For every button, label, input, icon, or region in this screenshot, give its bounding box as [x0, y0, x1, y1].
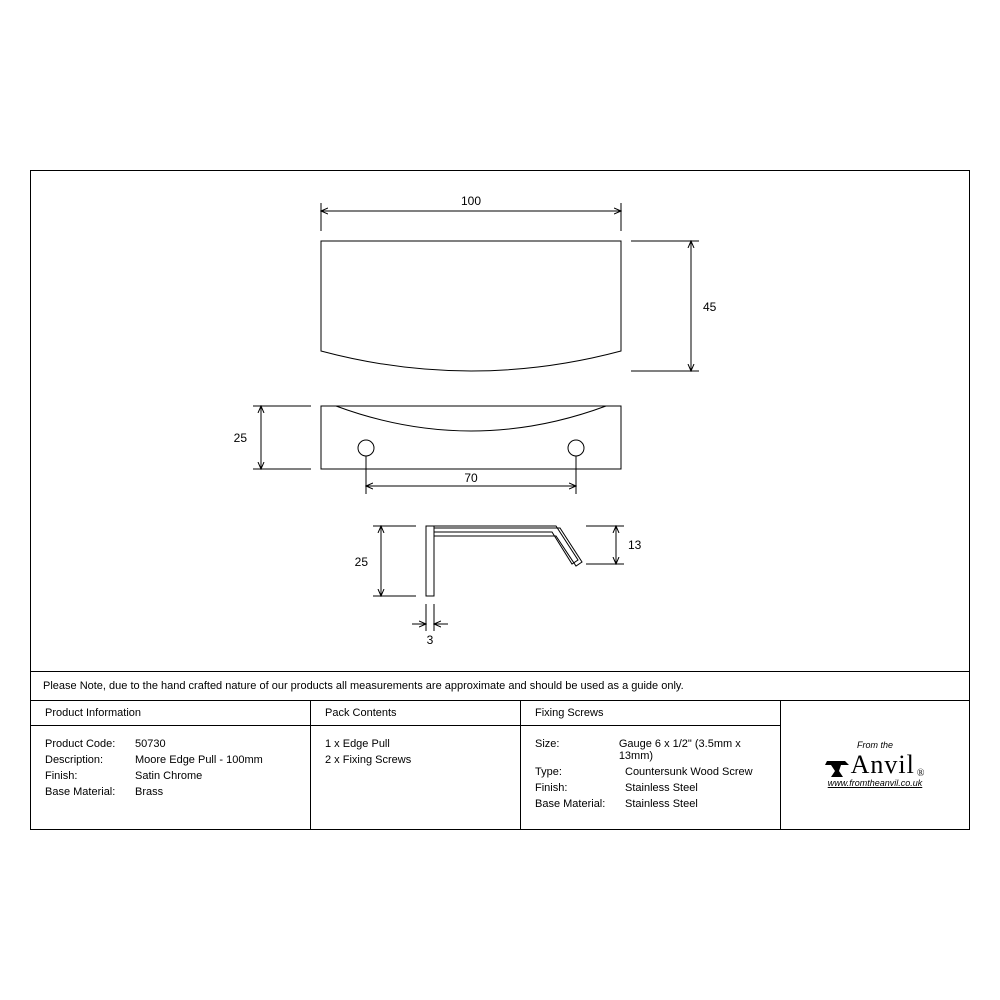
col-product-info: Product Information Product Code:50730 D… [31, 701, 311, 829]
spec-sheet: 100 45 [30, 170, 970, 830]
col-pack-contents: Pack Contents 1 x Edge Pull 2 x Fixing S… [311, 701, 521, 829]
dim-side-lip: 13 [628, 538, 642, 552]
col-header: Product Information [31, 701, 310, 726]
col-fixing-screws: Fixing Screws Size:Gauge 6 x 1/2" (3.5mm… [521, 701, 781, 829]
dim-height-front: 45 [703, 300, 717, 314]
dim-side-thickness: 3 [427, 633, 434, 647]
col-header: Fixing Screws [521, 701, 780, 726]
dim-height-bottom: 25 [234, 431, 248, 445]
dim-side-height: 25 [355, 555, 369, 569]
col-logo: From the Anvil® www.fromtheanvil.co.uk [781, 701, 969, 829]
col-header: Pack Contents [311, 701, 520, 726]
anvil-icon [825, 757, 849, 779]
disclaimer-note: Please Note, due to the hand crafted nat… [31, 671, 969, 700]
info-table: Product Information Product Code:50730 D… [31, 700, 969, 829]
dim-hole-centres: 70 [464, 471, 478, 485]
dim-width: 100 [461, 194, 481, 208]
brand-logo: From the Anvil® www.fromtheanvil.co.uk [825, 741, 926, 789]
drawing-area: 100 45 [31, 171, 969, 671]
technical-drawing: 100 45 [31, 171, 971, 666]
